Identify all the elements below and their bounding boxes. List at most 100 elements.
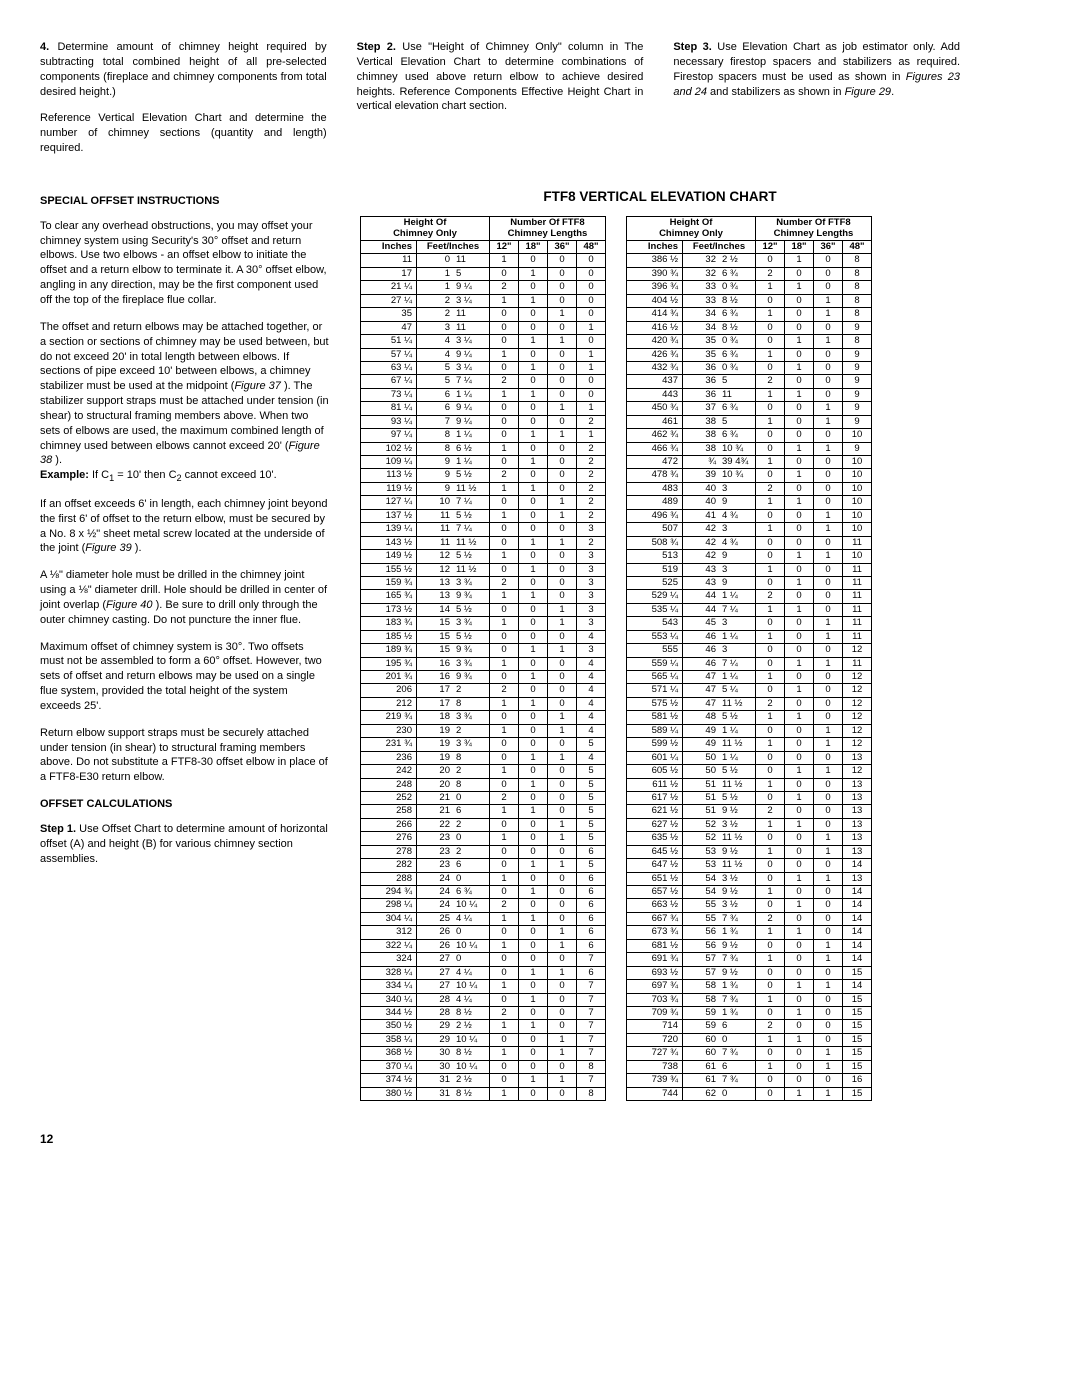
page-number: 12 (40, 1131, 960, 1147)
table-row: 617 ½515 ½01013 (627, 791, 872, 804)
table-row: 67 ¼57 ¼2000 (361, 375, 606, 388)
top-col-3: Step 3. Use Elevation Chart as job estim… (673, 40, 960, 168)
table-row: 2762301015 (361, 832, 606, 845)
table-row: 81 ¼69 ¼0011 (361, 402, 606, 415)
th-hoc: Height OfChimney Only (627, 217, 756, 241)
table-row: 73 ¼61 ¼1100 (361, 388, 606, 401)
table-row: 380 ½318 ½1008 (361, 1087, 606, 1100)
table-row: 113 ½95 ½2002 (361, 469, 606, 482)
table-row: 137 ½115 ½1012 (361, 509, 606, 522)
th-18: 18" (785, 241, 814, 254)
table-row: 165 ¾139 ¾1103 (361, 590, 606, 603)
table-row: 358 ¼2910 ¼0017 (361, 1033, 606, 1046)
th-48: 48" (577, 241, 606, 254)
table-row: 51943310011 (627, 563, 872, 576)
table-row: 2361980114 (361, 751, 606, 764)
table-row: 72060011015 (627, 1033, 872, 1046)
table-row: 102 ½86 ½1002 (361, 442, 606, 455)
table-row: 350 ½292 ½1107 (361, 1020, 606, 1033)
table-row: 149 ½125 ½1003 (361, 550, 606, 563)
table-row: 201 ¾169 ¾0104 (361, 671, 606, 684)
table-row: 466 ¾3810 ¾0119 (627, 442, 872, 455)
para-l1: To clear any overhead obstructions, you … (40, 219, 330, 308)
table-row: 2422021005 (361, 765, 606, 778)
table-row: 657 ½549 ½10014 (627, 886, 872, 899)
para-l7: Return elbow support straps must be secu… (40, 726, 330, 785)
table-row: 44336111109 (627, 388, 872, 401)
table-row: 2522102005 (361, 791, 606, 804)
table-row: 2782320006 (361, 845, 606, 858)
table-row: 2301921014 (361, 724, 606, 737)
table-row: 294 ¾246 ¾0106 (361, 886, 606, 899)
para-step1: Step 1. Use Offset Chart to determine am… (40, 822, 330, 867)
table-row: 189 ¾159 ¾0113 (361, 644, 606, 657)
th-hoc: Height OfChimney Only (361, 217, 490, 241)
para-4: 4. Determine amount of chimney height re… (40, 40, 327, 99)
elevation-table-1: Height OfChimney OnlyNumber Of FTF8Chimn… (360, 216, 606, 1101)
table-row: 50742310110 (627, 523, 872, 536)
table-row: 55546300012 (627, 644, 872, 657)
table-row: 57 ¼49 ¼1001 (361, 348, 606, 361)
table-row: 404 ½338 ½0018 (627, 294, 872, 307)
table-row: 139 ¼117 ¼0003 (361, 523, 606, 536)
table-row: 352110010 (361, 308, 606, 321)
th-12: 12" (756, 241, 785, 254)
table-row: 368 ½308 ½1017 (361, 1047, 606, 1060)
table-row: 693 ½579 ½00015 (627, 966, 872, 979)
table-row: 2582161105 (361, 805, 606, 818)
table-row: 416 ½348 ½0009 (627, 321, 872, 334)
table-row: 565 ¼471 ¼10012 (627, 671, 872, 684)
table-row: 2662220015 (361, 818, 606, 831)
para-l2: The offset and return elbows may be atta… (40, 320, 330, 485)
table-row: 727 ¾607 ¾00115 (627, 1047, 872, 1060)
table-row: 17150100 (361, 267, 606, 280)
table-row: 647 ½5311 ½00014 (627, 859, 872, 872)
th-ncl: Number Of FTF8Chimney Lengths (490, 217, 606, 241)
elevation-table-2: Height OfChimney OnlyNumber Of FTF8Chimn… (626, 216, 872, 1101)
main-row: SPECIAL OFFSET INSTRUCTIONS To clear any… (40, 188, 960, 1101)
para-ref: Reference Vertical Elevation Chart and d… (40, 111, 327, 156)
th-fi: Feet/Inches (417, 241, 490, 254)
table-row: 71459620015 (627, 1020, 872, 1033)
table-row: 298 ¼2410 ¼2006 (361, 899, 606, 912)
table-row: 304 ¼254 ¼1106 (361, 912, 606, 925)
table-row: 155 ½1211 ½0103 (361, 563, 606, 576)
table-row: 52543901011 (627, 576, 872, 589)
table-row: 344 ½288 ½2007 (361, 1006, 606, 1019)
table-row: 432 ¾360 ¾0109 (627, 361, 872, 374)
table-row: 2121781104 (361, 697, 606, 710)
table-row: 109 ¼91 ¼0102 (361, 456, 606, 469)
table-row: 611 ½5111 ½10013 (627, 778, 872, 791)
table-row: 663 ½553 ½01014 (627, 899, 872, 912)
table-row: 396 ¾330 ¾1108 (627, 281, 872, 294)
th-ncl: Number Of FTF8Chimney Lengths (756, 217, 872, 241)
table-row: 645 ½539 ½10113 (627, 845, 872, 858)
para-l4: If an offset exceeds 6' in length, each … (40, 497, 330, 556)
table-row: 3242700007 (361, 953, 606, 966)
table-row: 3122600016 (361, 926, 606, 939)
table-row: 535 ¼447 ¼11011 (627, 603, 872, 616)
table-row: 63 ¼53 ¼0101 (361, 361, 606, 374)
para-l5: A ⅛" diameter hole must be drilled in th… (40, 568, 330, 627)
table-row: 599 ½4911 ½10112 (627, 738, 872, 751)
table-row: 589 ¼491 ¼00112 (627, 724, 872, 737)
table-row: 51 ¼43 ¼0110 (361, 335, 606, 348)
table-row: 74462001115 (627, 1087, 872, 1100)
table-row: 334 ¼2710 ¼1007 (361, 980, 606, 993)
para-l6: Maximum offset of chimney system is 30°.… (40, 640, 330, 714)
table-row: 27 ¼23 ¼1100 (361, 294, 606, 307)
table-row: 183 ¾153 ¾1013 (361, 617, 606, 630)
table-row: 571 ¼475 ¼01012 (627, 684, 872, 697)
table-row: 2882401006 (361, 872, 606, 885)
para-step3: Step 3. Use Elevation Chart as job estim… (673, 40, 960, 99)
table-row: 703 ¾587 ¾10015 (627, 993, 872, 1006)
tables-wrap: Height OfChimney OnlyNumber Of FTF8Chimn… (360, 216, 960, 1101)
table-row: 414 ¾346 ¾1018 (627, 308, 872, 321)
th-36: 36" (814, 241, 843, 254)
heading-special-offset: SPECIAL OFFSET INSTRUCTIONS (40, 194, 330, 209)
table-row: 4613851019 (627, 415, 872, 428)
table-row: 374 ½312 ½0117 (361, 1074, 606, 1087)
table-row: 462 ¾386 ¾00010 (627, 429, 872, 442)
table-row: 219 ¾183 ¾0014 (361, 711, 606, 724)
table-row: 231 ¾193 ¾0005 (361, 738, 606, 751)
